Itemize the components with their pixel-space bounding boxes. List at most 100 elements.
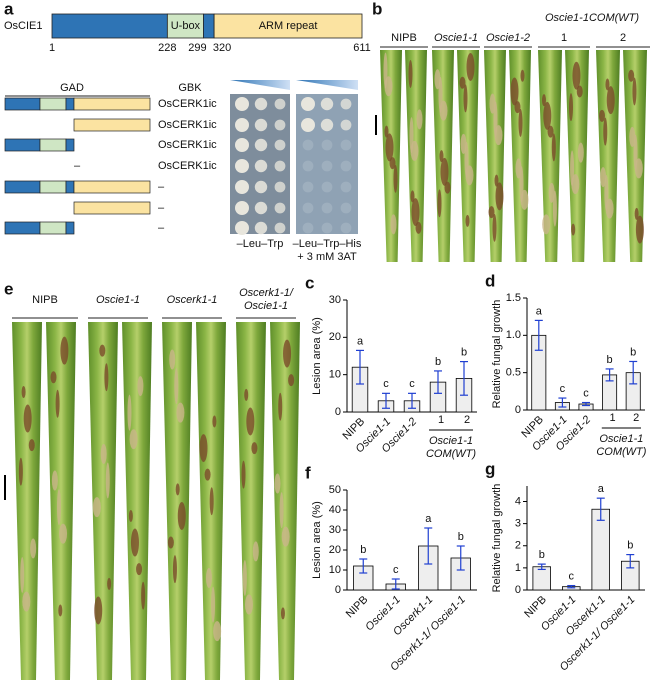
colony [274, 181, 286, 193]
lesion [130, 528, 139, 557]
panel-letter: d [485, 271, 495, 290]
y-axis-label: Relative fungal growth [491, 484, 503, 593]
lesion [410, 190, 415, 203]
genotype-label: Oscie1-2 [486, 32, 530, 44]
y-tick-label: 10 [329, 369, 341, 381]
lesion [28, 439, 35, 452]
lesion [492, 213, 497, 242]
domain [203, 13, 215, 39]
lesion [551, 133, 556, 162]
lesion [439, 100, 448, 121]
lesion [23, 404, 32, 433]
lesion [465, 165, 474, 186]
x-tick-label: 1 [610, 412, 616, 424]
bar [532, 566, 552, 591]
lesion [465, 214, 470, 227]
lesion [211, 586, 216, 623]
construct [65, 97, 75, 111]
significance-letter: a [598, 483, 605, 495]
significance-letter: b [435, 356, 441, 368]
significance-letter: c [569, 570, 575, 582]
y-axis-label: Lesion area (%) [311, 317, 323, 395]
residue-number: 320 [213, 42, 231, 54]
colony [340, 98, 352, 110]
lesion [59, 523, 68, 544]
lesion [569, 93, 573, 122]
colony [320, 97, 334, 111]
lesion [22, 591, 31, 612]
construct [73, 118, 151, 132]
significance-letter: b [607, 354, 613, 366]
construct [65, 180, 75, 194]
lesion [177, 501, 186, 530]
colony [235, 97, 249, 111]
construct [73, 201, 151, 215]
significance-letter: c [583, 387, 589, 399]
lesion [278, 392, 283, 421]
construct [4, 97, 41, 111]
leaf [88, 322, 118, 680]
significance-letter: c [393, 564, 399, 576]
construct [39, 221, 67, 235]
colony [340, 202, 352, 214]
significance-letter: a [536, 305, 543, 317]
construct [73, 180, 151, 194]
significance-letter: b [627, 540, 633, 552]
lesion [520, 189, 529, 210]
lesion [252, 541, 259, 562]
y-tick-label: 0 [335, 406, 341, 418]
lesion [576, 85, 583, 98]
lesion [21, 385, 26, 398]
lesion [599, 109, 605, 122]
significance-letter: a [357, 335, 364, 347]
y-tick-label: 4 [515, 495, 521, 507]
colony [254, 97, 268, 111]
dilution-wedge [296, 80, 358, 90]
y-tick-label: 0 [335, 584, 341, 596]
colony [340, 222, 352, 234]
lesion [463, 84, 468, 113]
leaf [270, 322, 300, 680]
panel-letter: f [305, 463, 311, 482]
lesion [600, 167, 607, 188]
lesion [209, 487, 214, 516]
y-axis-label: Relative fungal growth [491, 300, 503, 409]
lesion [141, 581, 146, 610]
lesion [488, 206, 495, 219]
lesion [281, 526, 290, 547]
colony [340, 160, 352, 172]
group-label: Oscie1-1 [599, 433, 643, 445]
lesion [518, 108, 523, 137]
lesion [494, 174, 499, 187]
colony [274, 139, 286, 151]
lesion [542, 94, 546, 107]
lesion [510, 77, 519, 106]
lesion [176, 402, 185, 423]
y-tick-label: 1.5 [506, 292, 521, 304]
lesion [547, 125, 554, 138]
colony [302, 160, 314, 172]
lesion [605, 198, 614, 219]
colony [302, 181, 314, 193]
lesion [384, 76, 393, 97]
lesion [244, 388, 249, 401]
colony [302, 202, 314, 214]
lesion [437, 189, 442, 218]
lesion [440, 157, 449, 186]
construct [73, 97, 151, 111]
colony [302, 139, 314, 151]
y-tick-label: 0.5 [506, 367, 521, 379]
gbk-label: OsCERK1ic [158, 119, 217, 131]
lesion [174, 368, 179, 405]
lesion [459, 76, 466, 89]
construct [4, 180, 41, 194]
lesion [129, 429, 138, 450]
colony [235, 118, 249, 132]
gad-label: – [74, 160, 81, 172]
lesion [408, 59, 413, 88]
colony [274, 119, 286, 131]
x-tick-label: NIPB [522, 594, 549, 621]
y-tick-label: 1.0 [506, 329, 521, 341]
